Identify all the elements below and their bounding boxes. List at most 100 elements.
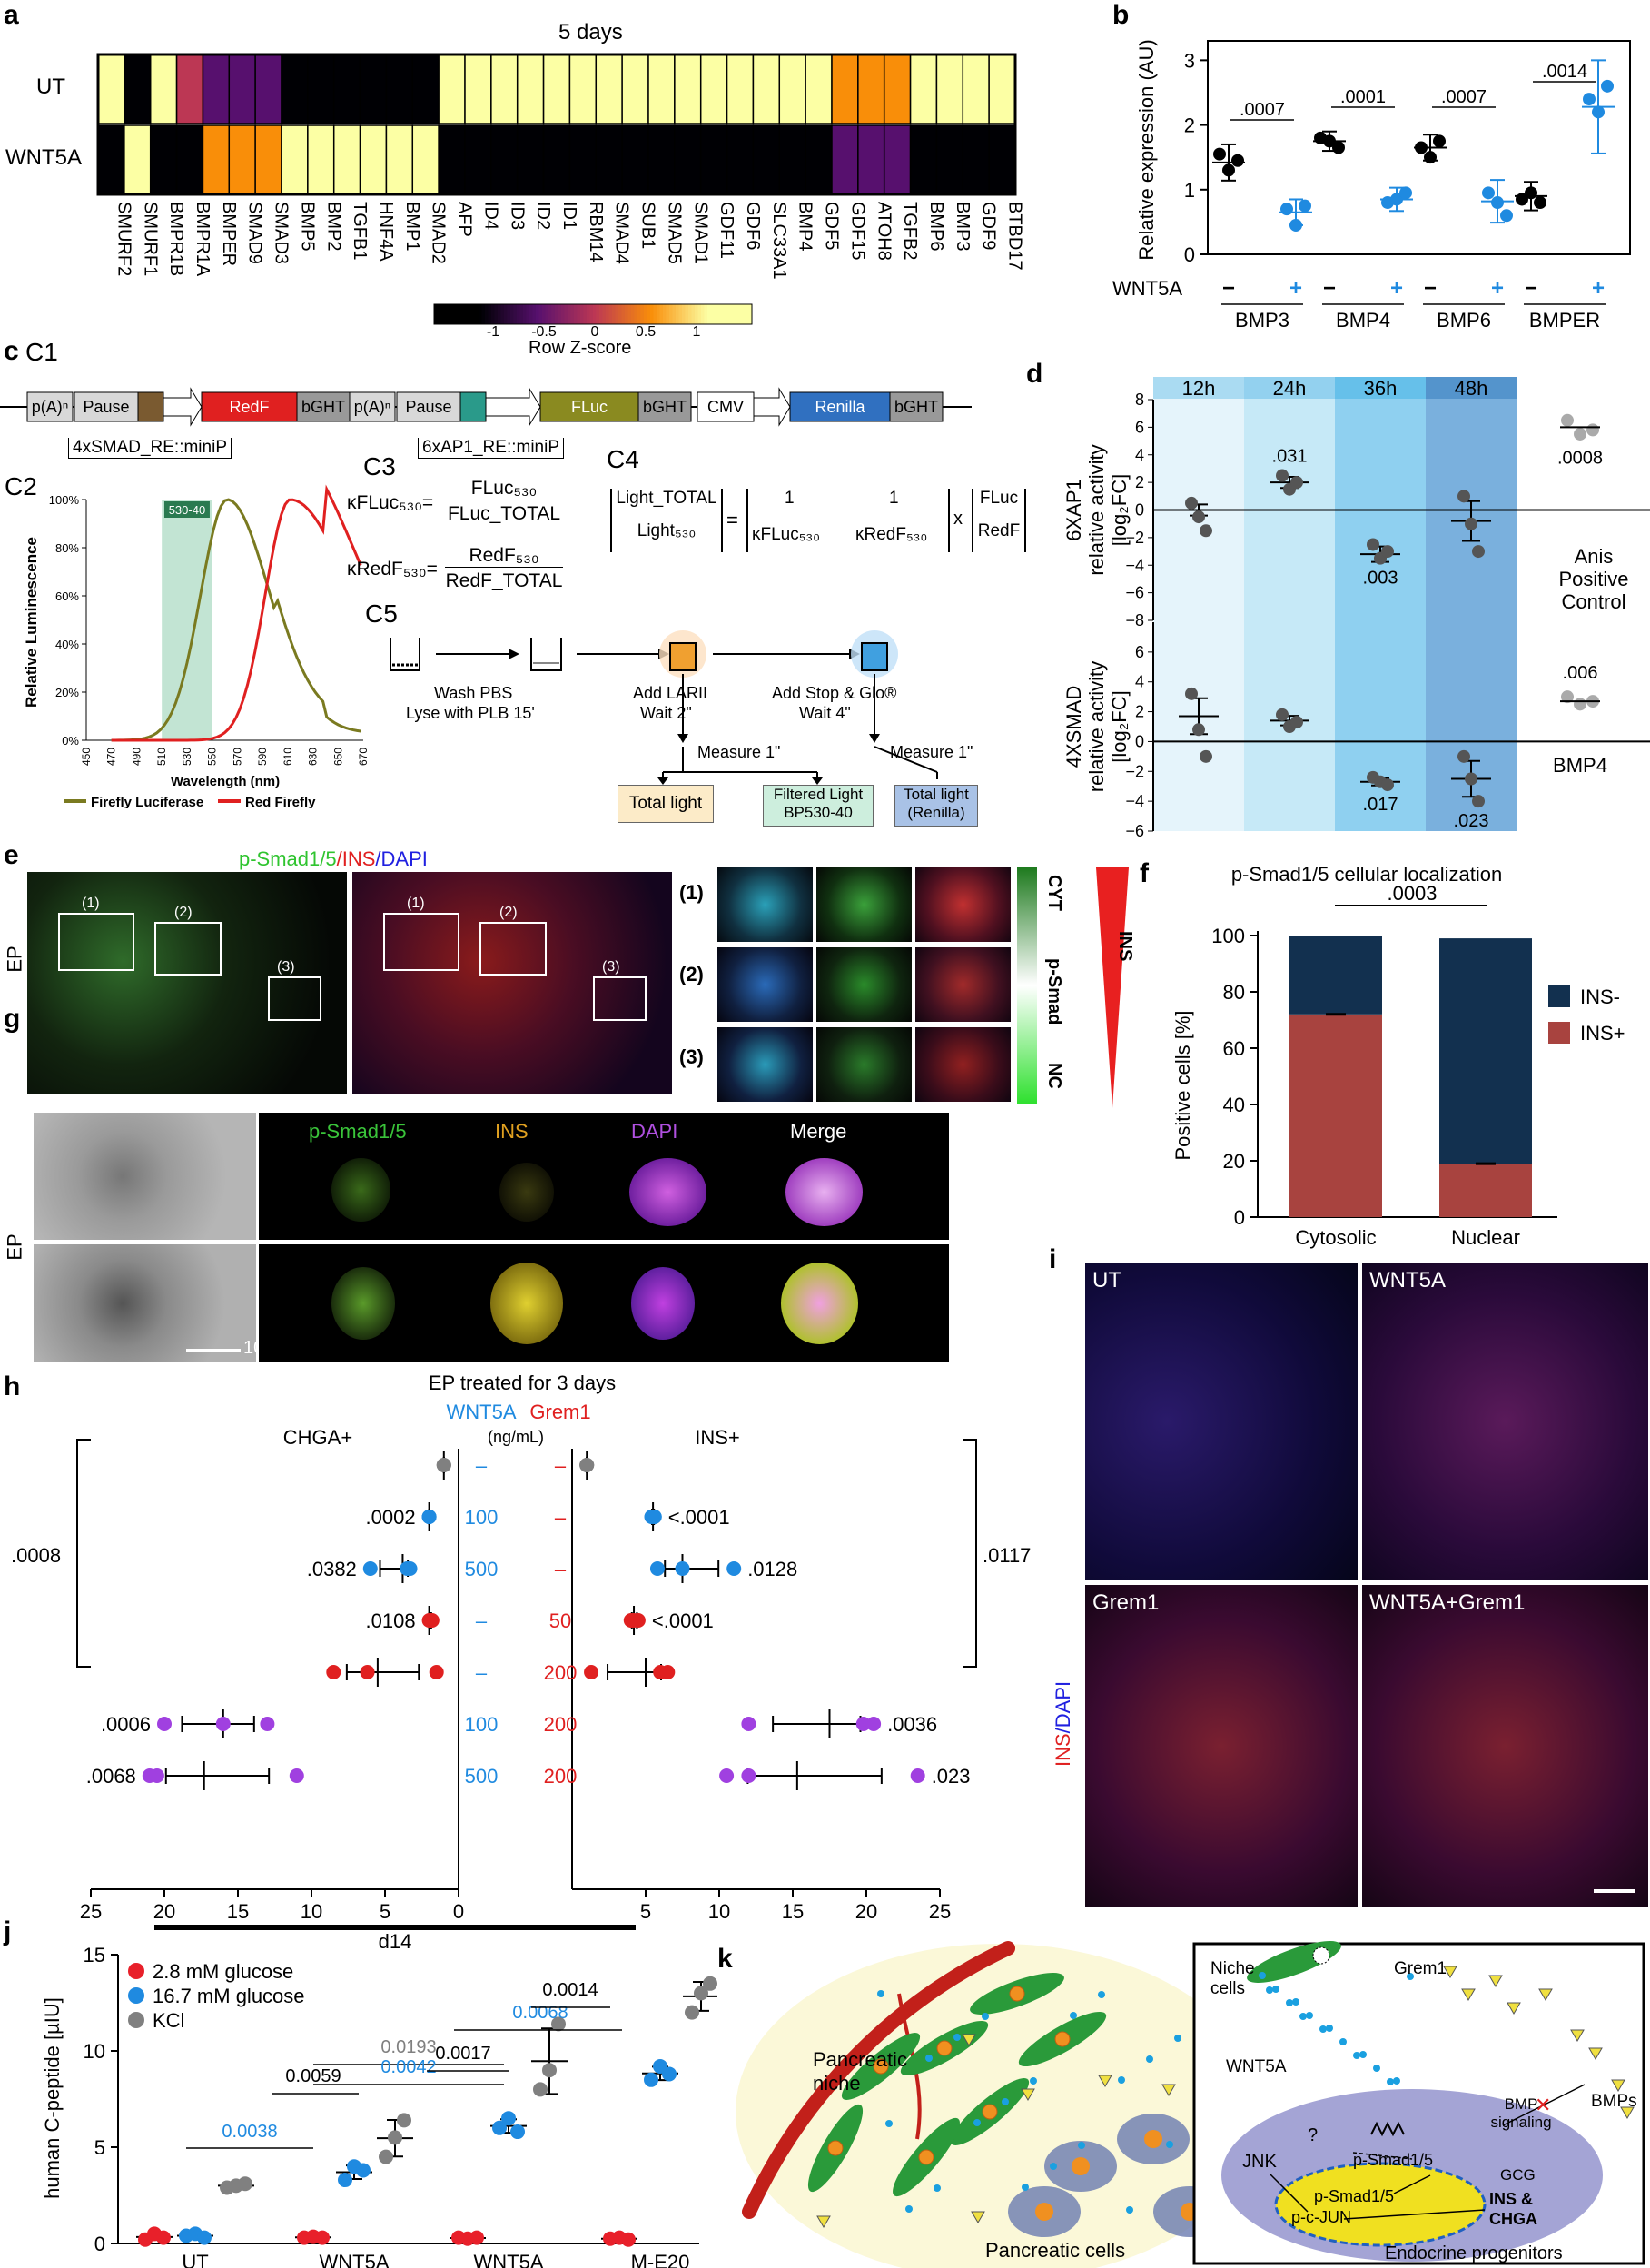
timepoint-label: 12h: [1182, 377, 1216, 400]
colorbar-label: Row Z-score: [529, 338, 632, 358]
e-merge-roi-2: [479, 922, 547, 976]
gene-label: SLC33A1: [769, 202, 789, 280]
jnk-arrow: [1269, 2173, 1309, 2213]
colorbar-segment: [678, 304, 683, 324]
eq1-lhs: κFLuc₅₃₀=: [347, 492, 434, 513]
data-point: [1192, 723, 1205, 737]
heatmap-cell: [385, 54, 414, 124]
legend-ins-pos: INS+: [1580, 1022, 1625, 1045]
panel-d-chart: 12h 24h 36h 48h −8 −6 −4 −2 0 2 4 6 8 6XAP1 relative a…: [1026, 359, 1650, 849]
zoom-wnt-dot: [1407, 1973, 1414, 1980]
colorbar-segment: [666, 304, 670, 324]
panel-f-svg: p-Smad1/5 cellular localization 0 20 40 60 80…: [1171, 863, 1625, 1249]
data-point: [260, 1717, 275, 1731]
heatmap-cell: [883, 124, 912, 195]
ylabel-name: 4XSMAD: [1062, 686, 1085, 768]
data-point: [469, 2230, 484, 2245]
data-point: [741, 1768, 756, 1783]
x-tick-label: 15: [227, 1900, 249, 1921]
heatmap-cell: [674, 124, 702, 195]
gene-label: GDF6: [743, 202, 763, 250]
data-point: [584, 1665, 599, 1679]
data-point: [1367, 538, 1379, 551]
panel-e: p-Smad1/5/INS/DAPI EP (1) (2) (3) (1) (2…: [0, 840, 1140, 1108]
filter-band: [162, 500, 212, 740]
e-nc-label: NC: [1044, 1063, 1064, 1089]
construct-element: [789, 391, 891, 422]
colorbar-segment: [653, 304, 657, 324]
heatmap-cell: [490, 54, 519, 124]
g-ch-ins: INS: [495, 1120, 529, 1143]
wnt-dot: [885, 2120, 893, 2127]
well-2: [530, 638, 562, 671]
colorbar-segment: [676, 304, 679, 324]
time-column: [1426, 377, 1517, 831]
y-tick-label: 40: [1223, 1094, 1245, 1116]
control-point: [1561, 413, 1574, 427]
pvalue-label: <.0001: [652, 1609, 714, 1632]
niche-nucleus: [936, 2040, 953, 2056]
data-point: [356, 2163, 371, 2178]
zoom-grem1-triangle: [1461, 1988, 1476, 2001]
pvalue-label: .031: [1272, 447, 1308, 467]
legend-ins-pos-swatch: [1548, 1022, 1570, 1044]
g-cell-psmad-1: [331, 1158, 390, 1222]
e-inset-1-dapi: [717, 867, 813, 942]
colorbar-border: [433, 303, 753, 325]
data-point: [501, 2111, 516, 2126]
y-tick-label: −2: [1125, 529, 1144, 547]
g-ch-psmad: p-Smad1/5: [309, 1120, 407, 1143]
niche-nucleus: [827, 2140, 844, 2156]
panel-label-g: g: [4, 1004, 21, 1034]
colorbar-segment: [513, 304, 518, 324]
heatmap-cell: [149, 124, 178, 195]
gene-label: HNF4A: [376, 202, 396, 262]
data-point: [492, 2120, 507, 2135]
heatmap-cell: [97, 54, 125, 124]
panel-j-chart: d14 0 5 10 15 human C-peptide [µIU] UT WNT5A WNT…: [0, 1916, 717, 2268]
panel-b-chart: 0 1 2 3 Relative expression (AU) WNT5A − − − − + + +…: [1112, 0, 1650, 363]
bar-ins-pos: [1439, 1164, 1532, 1217]
colorbar-segment: [466, 304, 469, 324]
panel-g: EP 10µm p-Smad1/5 INS DAPI Merge: [0, 1113, 953, 1367]
filter-label-bg: [163, 501, 210, 518]
colorbar-segment: [714, 304, 717, 324]
y-tick-label: 0: [1135, 732, 1144, 750]
heatmap-cell: [962, 54, 990, 124]
panel-f-chart: p-Smad1/5 cellular localization 0 20 40 60 80…: [1140, 858, 1650, 1258]
step-add-larii: Add LARII: [633, 684, 708, 702]
heatmap-cell: [281, 54, 309, 124]
data-point: [866, 1717, 882, 1731]
colorbar-segment: [440, 304, 444, 324]
y-tick-label: 4: [1135, 446, 1144, 464]
h-grem1: Grem1: [529, 1401, 590, 1423]
colorbar-segment: [733, 304, 736, 324]
group-label: BMP6: [1437, 309, 1491, 332]
colorbar-tick: 0: [591, 324, 599, 336]
h-wnt-dose: –: [476, 1454, 488, 1477]
heatmap-cell: [438, 124, 466, 195]
e-inset-1-label: (1): [679, 881, 704, 904]
heatmap-cell: [988, 124, 1016, 195]
data-point: [1472, 545, 1485, 559]
heatmap-cell: [254, 54, 282, 124]
i-image-grem1: Grem1: [1085, 1585, 1358, 1907]
wnt-dot: [1174, 2035, 1181, 2042]
h-wnt-dose: –: [476, 1661, 488, 1684]
g-cell-merge-1: [785, 1158, 863, 1226]
re2-label: 6xAP1_RE::miniP: [418, 438, 565, 459]
colorbar-segment: [532, 304, 537, 324]
colorbar-segment: [663, 304, 667, 324]
sign-label: −: [1525, 276, 1537, 301]
wnt-dot: [1146, 2055, 1153, 2063]
g-brightfield-2: [34, 1244, 256, 1362]
time-column: [1244, 377, 1335, 831]
panel-label-j: j: [4, 1916, 12, 1946]
gene-label: BMPR1B: [166, 202, 186, 276]
x-tick-label: 0: [453, 1900, 464, 1921]
split-left-head: [657, 777, 668, 785]
i-image-ut: UT: [1085, 1263, 1358, 1580]
data-point: [1381, 545, 1394, 559]
matrix-one-a: 1: [785, 489, 795, 508]
